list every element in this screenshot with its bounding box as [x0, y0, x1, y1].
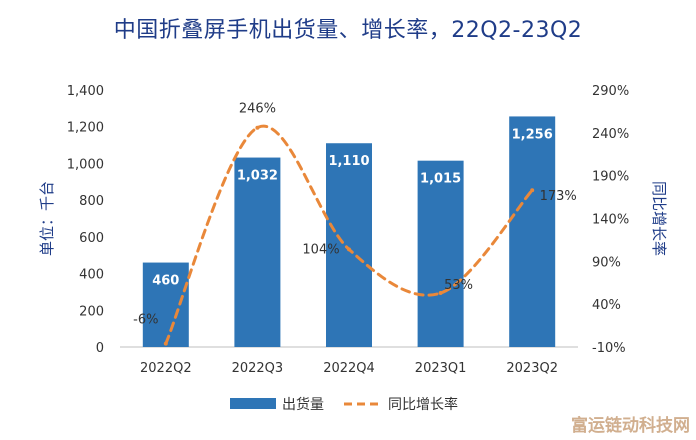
bar-value-label: 1,256	[512, 127, 553, 142]
x-tick-label: 2022Q4	[323, 361, 375, 376]
y-axis-title: 单位：千台	[38, 181, 56, 256]
legend-bar-swatch	[230, 398, 276, 409]
bar	[509, 116, 556, 347]
y-tick-label: 0	[96, 341, 104, 356]
y2-tick-label: -10%	[592, 341, 626, 356]
growth-rate-point	[163, 341, 168, 346]
growth-rate-label: 53%	[444, 278, 473, 293]
y2-tick-label: 240%	[592, 127, 629, 142]
y2-tick-label: 140%	[592, 213, 629, 228]
bar-value-label: 460	[152, 274, 179, 289]
y2-tick-label: 290%	[592, 84, 629, 99]
x-tick-label: 2023Q1	[415, 361, 467, 376]
y2-axis-title: 同比增长率	[650, 181, 668, 256]
growth-rate-line	[164, 124, 534, 346]
bar	[234, 157, 281, 347]
growth-rate-label: 104%	[302, 242, 339, 257]
y-tick-label: 800	[79, 194, 104, 209]
y-tick-label: 600	[79, 231, 104, 246]
growth-rate-label: 246%	[239, 102, 276, 117]
growth-rate-point	[347, 247, 351, 252]
growth-rate-label: 173%	[540, 189, 577, 204]
bar-value-label: 1,015	[420, 172, 461, 187]
growth-rate-label: -6%	[133, 313, 158, 328]
y-tick-label: 200	[79, 304, 104, 319]
y2-tick-label: 40%	[592, 298, 621, 313]
growth-rate-point	[255, 125, 260, 130]
x-tick-label: 2022Q2	[140, 361, 192, 376]
y-tick-label: 1,000	[67, 157, 104, 172]
growth-rate-point	[438, 291, 443, 296]
watermark: 富运链动科技网	[571, 416, 690, 436]
bar-value-label: 1,110	[328, 154, 369, 169]
legend-line-label: 同比增长率	[388, 396, 458, 413]
bar-value-label: 1,032	[237, 169, 278, 184]
x-tick-label: 2022Q3	[232, 361, 284, 376]
bar	[417, 160, 464, 347]
y-tick-label: 1,400	[67, 84, 104, 99]
bar	[326, 143, 372, 347]
y2-tick-label: 190%	[592, 170, 629, 185]
y-tick-label: 400	[79, 268, 104, 283]
y2-tick-label: 90%	[592, 255, 621, 270]
growth-rate-point	[530, 188, 535, 193]
legend-bar-label: 出货量	[282, 396, 324, 413]
y-tick-label: 1,200	[67, 121, 104, 136]
chart-title: 中国折叠屏手机出货量、增长率，22Q2-23Q2	[113, 18, 583, 43]
x-tick-label: 2023Q2	[506, 361, 558, 376]
